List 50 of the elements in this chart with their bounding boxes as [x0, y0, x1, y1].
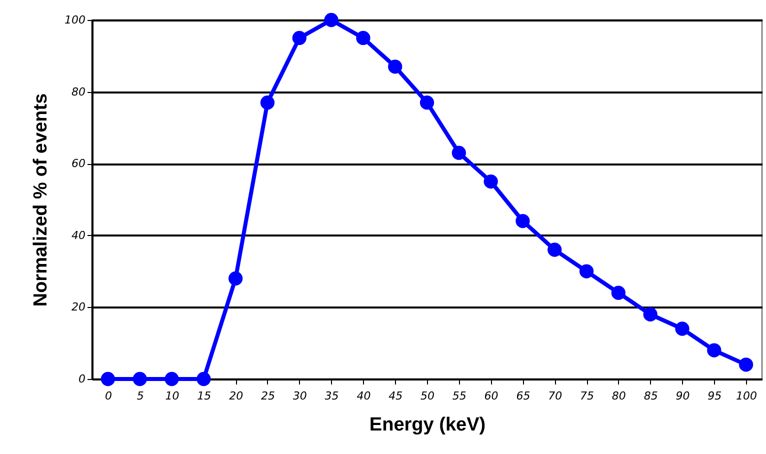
point — [548, 242, 562, 257]
y-tick-label: 20 — [72, 300, 86, 314]
point — [707, 343, 722, 358]
point — [420, 96, 434, 110]
x-tick-label: 25 — [260, 390, 275, 402]
x-tick-label: 65 — [516, 390, 530, 402]
point — [292, 30, 306, 46]
point — [643, 307, 658, 322]
point — [164, 372, 179, 386]
point — [132, 372, 147, 386]
point — [100, 372, 116, 386]
point — [452, 146, 466, 160]
point — [738, 358, 754, 372]
x-tick-label: 45 — [388, 390, 403, 402]
y-tick-label: 0 — [78, 372, 86, 386]
x-axis-title: Energy (keV) — [369, 414, 486, 436]
point — [356, 30, 370, 46]
x-tick-label: 70 — [548, 390, 562, 402]
x-tick-label: 20 — [229, 390, 244, 402]
point — [484, 174, 498, 189]
x-tick-label: 5 — [136, 390, 144, 402]
x-tick-label: 40 — [356, 390, 371, 402]
x-tick-label: 50 — [420, 390, 434, 402]
point — [260, 96, 275, 110]
point — [611, 286, 626, 300]
y-tick-label: 60 — [72, 157, 86, 170]
x-tick-label: 0 — [104, 390, 112, 402]
x-tick-label: 95 — [708, 390, 722, 402]
point — [196, 372, 211, 386]
x-tick-label: 30 — [292, 390, 307, 402]
y-axis-title: Normalized % of events — [30, 93, 52, 307]
point — [228, 271, 243, 286]
y-tick-label: 40 — [72, 228, 86, 242]
x-tick-label: 35 — [324, 390, 339, 402]
point — [388, 60, 402, 74]
x-tick-label: 15 — [197, 390, 212, 402]
x-tick-label: 85 — [644, 390, 658, 402]
point — [516, 214, 530, 228]
x-tick-label: 10 — [165, 390, 180, 402]
point — [324, 12, 338, 28]
point — [579, 264, 594, 278]
x-tick-label: 60 — [484, 390, 498, 402]
x-tick-label: 100 — [736, 390, 758, 402]
x-tick-label: 80 — [612, 390, 626, 402]
y-tick-label: 80 — [72, 85, 86, 98]
y-tick-label: 100 — [64, 14, 86, 26]
x-tick-label: 75 — [580, 390, 594, 402]
x-tick-label: 90 — [676, 390, 690, 402]
x-tick-label: 55 — [452, 390, 466, 402]
point — [675, 322, 690, 336]
